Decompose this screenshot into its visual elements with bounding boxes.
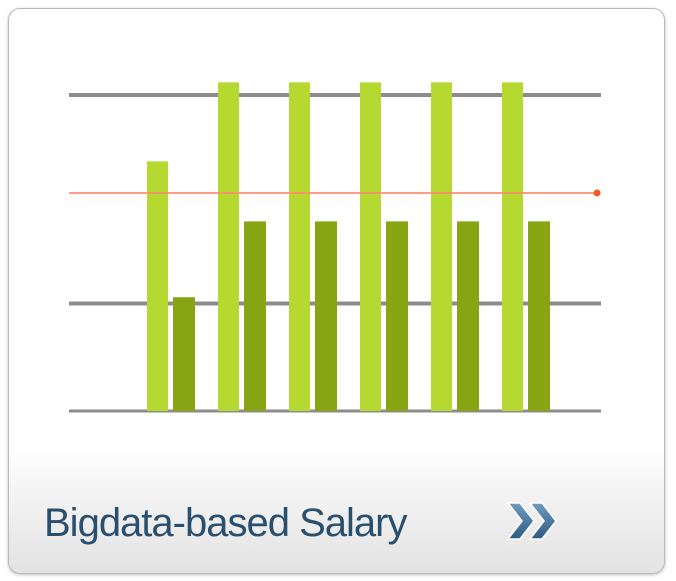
bar-series-1 bbox=[360, 82, 381, 412]
bar-series-2 bbox=[173, 297, 195, 411]
bar-series-1 bbox=[289, 82, 310, 412]
more-button[interactable] bbox=[504, 499, 566, 543]
bar-series-1 bbox=[431, 82, 452, 412]
bar-series-2 bbox=[457, 221, 479, 411]
double-chevron-right-icon bbox=[506, 502, 557, 540]
bar-series-2 bbox=[244, 221, 266, 411]
reference-line-marker bbox=[593, 189, 601, 197]
salary-card[interactable]: Bigdata-based Salary bbox=[8, 8, 665, 574]
card-footer: Bigdata-based Salary bbox=[9, 463, 664, 573]
bar-series-1 bbox=[502, 82, 523, 412]
bar-series-1 bbox=[147, 161, 168, 411]
card-title: Bigdata-based Salary bbox=[44, 501, 407, 545]
bar-series-2 bbox=[386, 221, 408, 411]
salary-bar-chart bbox=[69, 82, 601, 413]
bar-series-1 bbox=[218, 82, 239, 412]
bar-series-2 bbox=[315, 221, 337, 411]
bar-series-2 bbox=[528, 221, 550, 411]
